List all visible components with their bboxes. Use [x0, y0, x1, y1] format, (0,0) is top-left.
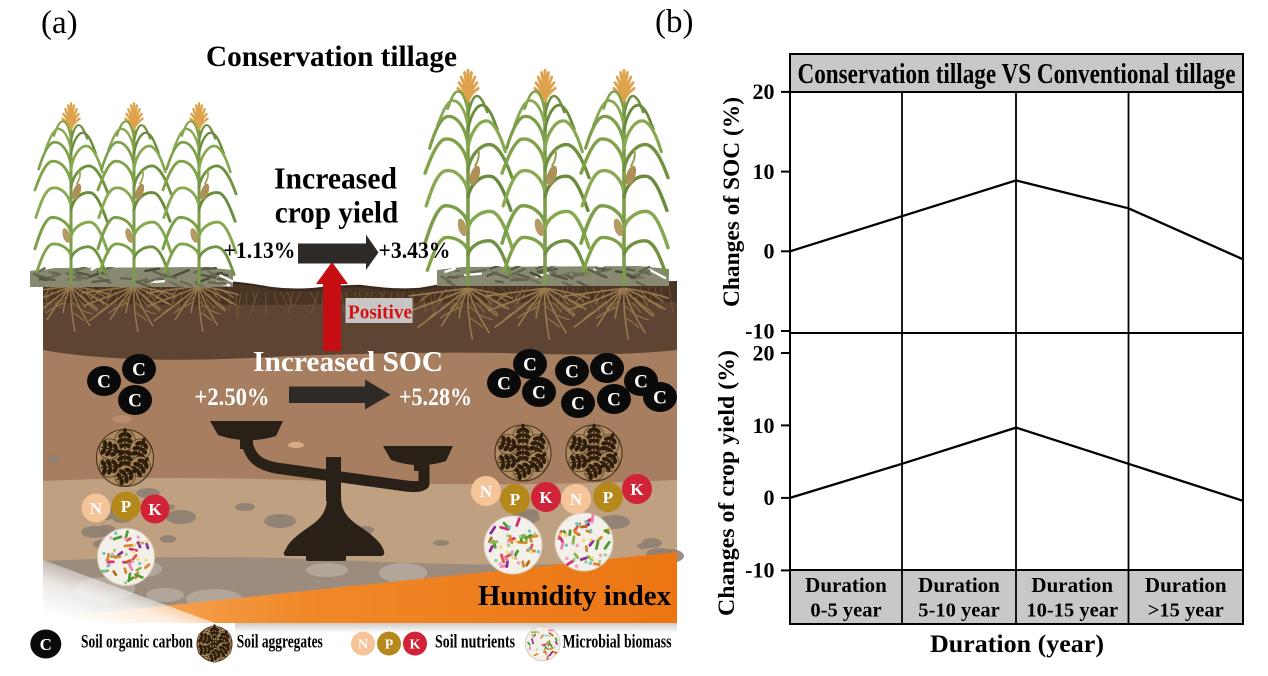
svg-text:C: C	[523, 355, 537, 376]
svg-text:crop yield: crop yield	[275, 195, 399, 230]
svg-text:0: 0	[764, 239, 775, 264]
svg-text:Duration: Duration	[1031, 573, 1113, 597]
svg-text:-10: -10	[745, 558, 774, 583]
svg-text:P: P	[121, 497, 131, 516]
svg-text:Humidity index: Humidity index	[478, 581, 672, 612]
svg-text:Changes of crop yield (%): Changes of crop yield (%)	[714, 350, 740, 616]
svg-text:Duration: Duration	[805, 573, 887, 597]
svg-text:Changes of SOC (%): Changes of SOC (%)	[719, 97, 745, 307]
svg-text:10: 10	[753, 159, 775, 184]
svg-text:Conservation tillage VS Conven: Conservation tillage VS Conventional til…	[798, 59, 1236, 90]
svg-text:P: P	[510, 490, 520, 509]
svg-text:0: 0	[764, 485, 775, 510]
svg-text:Duration: Duration	[1145, 573, 1227, 597]
svg-text:N: N	[480, 482, 493, 501]
svg-text:K: K	[148, 500, 162, 519]
svg-text:P: P	[603, 488, 613, 507]
svg-text:C: C	[571, 394, 585, 415]
svg-text:+1.13%: +1.13%	[224, 238, 296, 264]
svg-text:+3.43%: +3.43%	[379, 238, 451, 264]
svg-text:C: C	[97, 372, 111, 393]
svg-text:N: N	[358, 637, 368, 652]
svg-text:Duration: Duration	[918, 573, 1000, 597]
svg-text:(b): (b)	[655, 4, 693, 40]
svg-text:Soil organic carbon: Soil organic carbon	[81, 632, 193, 653]
svg-text:-10: -10	[745, 318, 774, 343]
svg-text:20: 20	[753, 340, 775, 365]
svg-text:+5.28%: +5.28%	[399, 384, 472, 411]
svg-text:+2.50%: +2.50%	[195, 384, 270, 411]
svg-text:Increased: Increased	[274, 161, 397, 196]
svg-text:K: K	[410, 637, 421, 652]
svg-text:C: C	[634, 372, 648, 393]
svg-text:C: C	[128, 391, 142, 412]
svg-text:N: N	[570, 490, 583, 509]
svg-text:C: C	[653, 388, 667, 409]
svg-text:10: 10	[753, 413, 775, 438]
svg-text:C: C	[565, 362, 579, 383]
svg-text:Conservation tillage: Conservation tillage	[206, 41, 457, 73]
svg-text:Microbial biomass: Microbial biomass	[563, 632, 672, 653]
svg-text:20: 20	[753, 79, 775, 104]
svg-text:Positive: Positive	[348, 301, 412, 323]
svg-text:Increased SOC: Increased SOC	[253, 346, 443, 378]
svg-text:Soil nutrients: Soil nutrients	[435, 632, 515, 653]
svg-text:K: K	[630, 480, 644, 499]
svg-text:0-5 year: 0-5 year	[810, 600, 881, 622]
svg-text:N: N	[90, 499, 103, 518]
svg-text:Duration (year): Duration (year)	[930, 631, 1104, 658]
svg-text:5-10 year: 5-10 year	[918, 600, 999, 622]
svg-text:>15 year: >15 year	[1148, 600, 1224, 622]
svg-text:C: C	[600, 359, 614, 380]
svg-text:C: C	[40, 635, 52, 654]
svg-text:C: C	[532, 383, 546, 404]
svg-text:P: P	[385, 637, 394, 652]
svg-text:10-15 year: 10-15 year	[1026, 600, 1118, 622]
svg-text:C: C	[497, 374, 511, 395]
svg-text:Soil aggregates: Soil aggregates	[237, 632, 323, 653]
svg-text:C: C	[607, 390, 621, 411]
svg-text:K: K	[539, 488, 553, 507]
svg-text:(a): (a)	[41, 5, 78, 41]
svg-text:C: C	[132, 360, 146, 381]
